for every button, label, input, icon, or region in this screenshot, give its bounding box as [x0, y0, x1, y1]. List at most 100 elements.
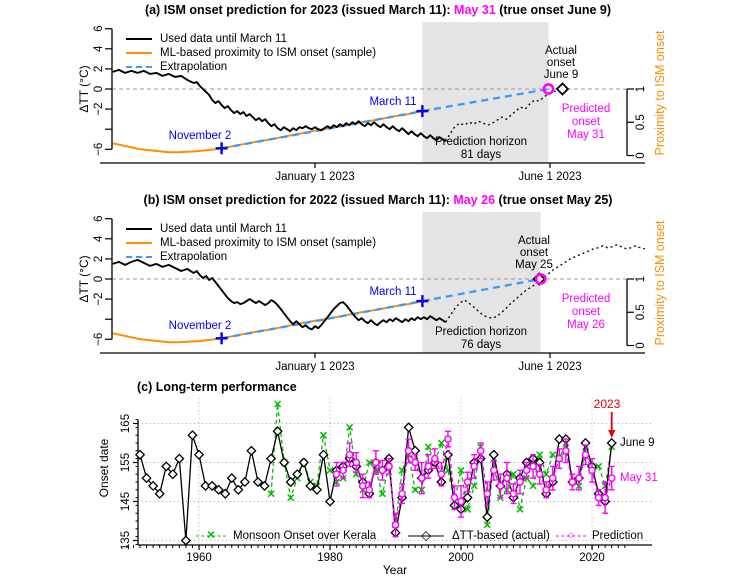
prediction-circle-marker [548, 474, 557, 482]
mok-x-marker [464, 505, 472, 513]
panel-b-extrapolation-line [221, 277, 541, 340]
dtt-actual-diamond-marker [272, 426, 283, 437]
prediction-circle-marker [444, 435, 452, 443]
prediction-circle-marker [483, 489, 492, 498]
mok-x-marker [470, 482, 478, 490]
panel-a-actual-onset-line3: June 9 [543, 69, 579, 81]
panel-c-x-tick-label: 1980 [317, 552, 343, 564]
dtt-actual-diamond-marker [206, 480, 218, 492]
mok-x-marker [411, 486, 419, 494]
panel-c-x-axis-label: Year [382, 563, 408, 577]
mok-x-marker [542, 470, 550, 478]
panel-a-predicted-onset-line1: Predicted [561, 103, 611, 115]
extrapolation-line-sample [126, 256, 152, 258]
mok-x-marker [437, 439, 445, 447]
dtt-actual-diamond-marker [292, 469, 303, 480]
dtt-actual-diamond-marker [180, 535, 192, 546]
mok-x-marker [483, 521, 491, 529]
panel-c-y-tick-label: 165 [120, 414, 132, 433]
panel-b-y-tick-label: −6 [93, 333, 105, 346]
dtt-actual-diamond-marker [324, 496, 336, 507]
panel-c-x-tick-label: 2020 [579, 552, 605, 564]
panel-a-march-11-annotation: March 11 [369, 96, 417, 108]
dtt-actual-diamond-marker [226, 472, 237, 484]
panel-b-title-prefix: (b) ISM onset prediction for 2022 (issue… [143, 193, 454, 207]
mok-x-marker [536, 451, 544, 459]
mok-x-marker [378, 490, 386, 498]
prediction-circle-marker [470, 462, 478, 471]
prediction-circle-marker [437, 470, 446, 479]
prediction-circle-marker [365, 485, 374, 494]
panel-a-legend-ml: ML-based proximity to ISM onset (sample) [126, 47, 376, 59]
mok-x-marker [595, 462, 603, 470]
panel-b-x-tick-label: June 1 2023 [518, 361, 581, 373]
panel-c-y-tick-label: 135 [120, 531, 132, 550]
ml-proximity-line-sample [126, 52, 152, 54]
panel-b-legend-extrapolation: Extrapolation [126, 251, 227, 263]
panel-b-y-tick-label: 6 [93, 215, 105, 221]
panel-b-november-2-annotation: November 2 [168, 320, 232, 332]
dtt-actual-diamond-marker [488, 449, 499, 460]
mok-x-marker [509, 470, 517, 478]
prediction-circle-marker [529, 462, 537, 471]
panel-a-november-2-annotation: November 2 [168, 130, 232, 142]
panel-b-proximity-tick-label: 0.5 [635, 304, 647, 320]
panel-a-horizon-line1: Prediction horizon [434, 136, 528, 148]
panel-c-title: (c) Long-term performance [137, 380, 297, 394]
prediction-circle-marker [503, 474, 511, 482]
mok-x-marker [319, 431, 327, 439]
panel-b-title-suffix: (true onset May 25) [495, 193, 613, 207]
panel-a-y-tick-label: 2 [93, 66, 105, 72]
panel-a-actual-onset-line1: Actual [545, 45, 577, 57]
prediction-circle-marker [575, 474, 583, 482]
mok-legend-label: Monsoon Onset over Kerala [233, 530, 377, 542]
dtt-actual-diamond-marker [174, 453, 185, 464]
mok-x-marker [457, 466, 465, 474]
dtt-actual-diamond-marker [462, 492, 473, 503]
panel-b-legend-ml: ML-based proximity to ISM onset (sample) [126, 237, 376, 249]
panel-a-right-axis-label: Proximity to ISM onset [653, 30, 667, 156]
year-2023-arrowhead [608, 430, 616, 438]
panel-a-y-axis-label: ΔTT (°C) [77, 65, 91, 113]
panel-a-x-tick-label: June 1 2023 [518, 171, 581, 183]
panel-a-predicted-onset-line2: onset [571, 116, 601, 128]
prediction-circle-marker [372, 458, 380, 467]
dtt-actual-diamond-marker [187, 430, 198, 441]
panel-a-legend-extrapolation: Extrapolation [126, 61, 227, 73]
panel-b-title-predicted-date: May 26 [453, 193, 496, 207]
dtt-actual-diamond-marker [213, 484, 224, 495]
mok-x-marker [346, 423, 354, 431]
dtt-actual-diamond-marker [482, 511, 493, 523]
prediction-circle-marker [535, 470, 544, 479]
panel-b-y-tick-label: 2 [93, 256, 105, 262]
panel-b-predicted-onset-circle [534, 273, 547, 285]
prediction-circle-marker [332, 470, 341, 479]
mok-x-marker [424, 443, 432, 451]
dtt-actual-diamond-marker [233, 484, 244, 495]
dtt-actual-diamond-marker [161, 461, 172, 472]
prediction-circle-marker [411, 458, 420, 467]
prediction-circle-marker [450, 493, 459, 502]
dtt-actual-diamond-marker [403, 422, 414, 433]
prediction-circle-marker [352, 458, 361, 467]
prediction-circle-marker [385, 462, 393, 471]
mok-x-marker [365, 458, 373, 467]
panel-a-title-suffix: (true onset June 9) [495, 3, 612, 17]
panel-a-x-tick-label: January 1 2023 [275, 171, 354, 183]
prediction-circle-marker [509, 489, 518, 498]
panel-a-y-tick-label: −6 [93, 143, 105, 156]
panel-b-y-axis-label: ΔTT (°C) [77, 255, 91, 303]
prediction-circle-marker [358, 482, 367, 490]
ml-legend-label: ML-based proximity to ISM onset (sample) [160, 237, 377, 249]
prediction-circle-marker [581, 450, 590, 459]
panel-b-predicted-onset-line1: Predicted [561, 293, 611, 305]
prediction-circle-marker [555, 454, 564, 463]
prediction-circle-marker [457, 497, 465, 506]
dtt-actual-diamond-marker [148, 480, 159, 492]
panel-b-y-tick-label: 4 [93, 235, 105, 242]
mok-x-marker [287, 494, 295, 502]
prediction-circle-marker [607, 474, 616, 482]
prediction-circle-marker [391, 521, 400, 529]
mok-x-marker [326, 466, 334, 474]
mok-x-marker [267, 490, 275, 498]
